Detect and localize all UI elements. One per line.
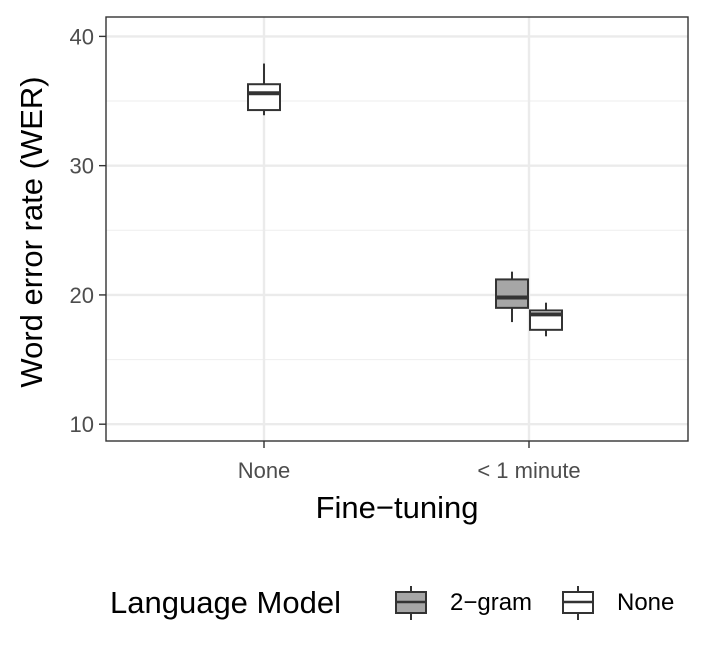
y-tick-label: 20 [70, 283, 94, 308]
x-axis-title: Fine−tuning [316, 490, 479, 525]
axes: 10 20 30 40 None < 1 minute [70, 24, 581, 483]
x-tick-label: < 1 minute [477, 458, 580, 483]
box-iqr [247, 83, 281, 112]
panel-border [105, 16, 689, 442]
x-tick-label: None [238, 458, 291, 483]
box-none [529, 302, 563, 337]
box-none [247, 63, 281, 116]
legend: Language Model 2−gram None [110, 585, 674, 620]
legend-label: 2−gram [450, 589, 532, 616]
y-tick-label: 40 [70, 24, 94, 49]
legend-label: None [617, 589, 674, 616]
box-iqr [495, 278, 529, 309]
legend-title: Language Model [110, 585, 341, 620]
y-tick-label: 10 [70, 412, 94, 437]
boxplot-marks [247, 63, 563, 337]
y-tick-label: 30 [70, 154, 94, 179]
legend-entry: 2−gram [395, 586, 532, 620]
box-2gram [495, 271, 529, 323]
y-axis-title: Word error rate (WER) [14, 76, 49, 387]
legend-entry: None [562, 586, 674, 620]
legend-entries: 2−gram None [395, 586, 674, 620]
